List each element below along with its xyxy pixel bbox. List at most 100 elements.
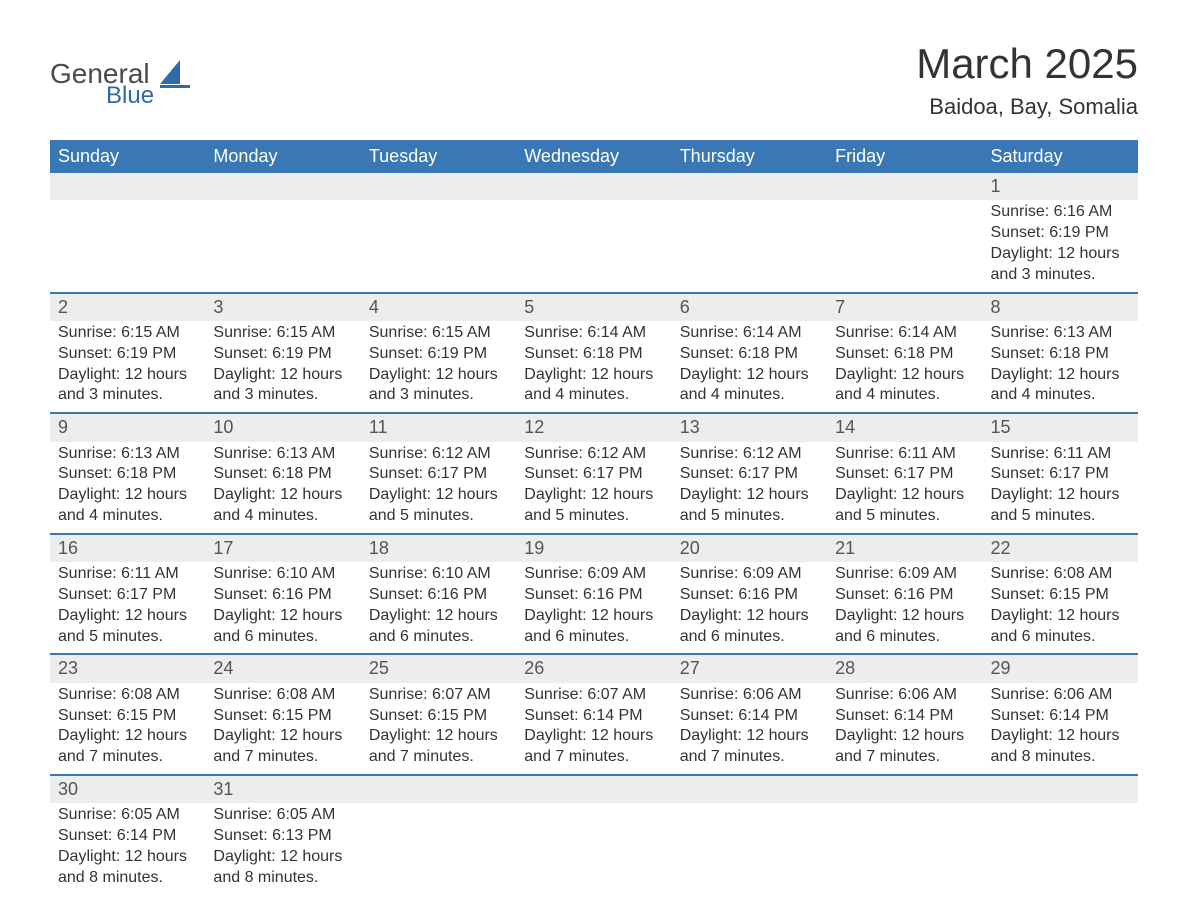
sunrise-text: Sunrise: 6:06 AM [835, 685, 974, 706]
day-number: 7 [827, 294, 982, 321]
daylight-text: Daylight: 12 hours and 6 minutes. [524, 606, 663, 648]
sunset-text: Sunset: 6:13 PM [213, 826, 352, 847]
week-daynum-row: 3031 [50, 776, 1138, 803]
sunrise-text: Sunrise: 6:05 AM [58, 805, 197, 826]
logo: General Blue [50, 60, 194, 108]
day-info [827, 803, 982, 894]
daylight-text: Daylight: 12 hours and 7 minutes. [213, 726, 352, 768]
day-info: Sunrise: 6:12 AMSunset: 6:17 PMDaylight:… [361, 442, 516, 533]
day-info: Sunrise: 6:14 AMSunset: 6:18 PMDaylight:… [516, 321, 671, 412]
day-info: Sunrise: 6:11 AMSunset: 6:17 PMDaylight:… [827, 442, 982, 533]
sunset-text: Sunset: 6:19 PM [369, 344, 508, 365]
day-info: Sunrise: 6:08 AMSunset: 6:15 PMDaylight:… [50, 683, 205, 774]
day-info: Sunrise: 6:08 AMSunset: 6:15 PMDaylight:… [983, 562, 1138, 653]
sunrise-text: Sunrise: 6:15 AM [369, 323, 508, 344]
sunset-text: Sunset: 6:18 PM [991, 344, 1130, 365]
day-info: Sunrise: 6:15 AMSunset: 6:19 PMDaylight:… [205, 321, 360, 412]
daylight-text: Daylight: 12 hours and 7 minutes. [369, 726, 508, 768]
day-info [361, 803, 516, 894]
sunrise-text: Sunrise: 6:12 AM [369, 444, 508, 465]
sunrise-text: Sunrise: 6:11 AM [835, 444, 974, 465]
day-number: 19 [516, 535, 671, 562]
day-number: 25 [361, 655, 516, 682]
day-number: 20 [672, 535, 827, 562]
sunset-text: Sunset: 6:17 PM [680, 464, 819, 485]
day-number: 18 [361, 535, 516, 562]
sunset-text: Sunset: 6:16 PM [524, 585, 663, 606]
day-info: Sunrise: 6:06 AMSunset: 6:14 PMDaylight:… [827, 683, 982, 774]
daylight-text: Daylight: 12 hours and 7 minutes. [680, 726, 819, 768]
day-number: 12 [516, 414, 671, 441]
daylight-text: Daylight: 12 hours and 4 minutes. [991, 365, 1130, 407]
day-info [516, 200, 671, 291]
sunrise-text: Sunrise: 6:08 AM [991, 564, 1130, 585]
day-info [672, 803, 827, 894]
day-number: 8 [983, 294, 1138, 321]
daylight-text: Daylight: 12 hours and 3 minutes. [991, 244, 1130, 286]
week-daynum-row: 16171819202122 [50, 535, 1138, 562]
daylight-text: Daylight: 12 hours and 8 minutes. [58, 847, 197, 889]
day-number: 9 [50, 414, 205, 441]
sunset-text: Sunset: 6:17 PM [835, 464, 974, 485]
sunset-text: Sunset: 6:14 PM [524, 706, 663, 727]
daylight-text: Daylight: 12 hours and 7 minutes. [835, 726, 974, 768]
page-title: March 2025 [916, 40, 1138, 88]
calendar-header-day: Wednesday [516, 140, 671, 173]
day-number: 27 [672, 655, 827, 682]
day-info [983, 803, 1138, 894]
day-info: Sunrise: 6:12 AMSunset: 6:17 PMDaylight:… [516, 442, 671, 533]
sunrise-text: Sunrise: 6:13 AM [991, 323, 1130, 344]
sunrise-text: Sunrise: 6:13 AM [213, 444, 352, 465]
day-info: Sunrise: 6:13 AMSunset: 6:18 PMDaylight:… [205, 442, 360, 533]
sunrise-text: Sunrise: 6:14 AM [680, 323, 819, 344]
day-number: 26 [516, 655, 671, 682]
day-number: 30 [50, 776, 205, 803]
daylight-text: Daylight: 12 hours and 4 minutes. [680, 365, 819, 407]
calendar-body: 1Sunrise: 6:16 AMSunset: 6:19 PMDaylight… [50, 173, 1138, 894]
daylight-text: Daylight: 12 hours and 3 minutes. [58, 365, 197, 407]
title-block: March 2025 Baidoa, Bay, Somalia [916, 40, 1138, 120]
daylight-text: Daylight: 12 hours and 5 minutes. [835, 485, 974, 527]
day-info [827, 200, 982, 291]
day-info: Sunrise: 6:11 AMSunset: 6:17 PMDaylight:… [50, 562, 205, 653]
sunset-text: Sunset: 6:14 PM [58, 826, 197, 847]
logo-text: General Blue [50, 60, 154, 108]
day-info: Sunrise: 6:13 AMSunset: 6:18 PMDaylight:… [50, 442, 205, 533]
sunrise-text: Sunrise: 6:14 AM [524, 323, 663, 344]
sunset-text: Sunset: 6:16 PM [835, 585, 974, 606]
sunrise-text: Sunrise: 6:15 AM [213, 323, 352, 344]
day-number: 6 [672, 294, 827, 321]
sunrise-text: Sunrise: 6:07 AM [369, 685, 508, 706]
week-info-row: Sunrise: 6:16 AMSunset: 6:19 PMDaylight:… [50, 200, 1138, 291]
day-number [205, 173, 360, 200]
day-info: Sunrise: 6:11 AMSunset: 6:17 PMDaylight:… [983, 442, 1138, 533]
day-number: 23 [50, 655, 205, 682]
daylight-text: Daylight: 12 hours and 5 minutes. [58, 606, 197, 648]
day-info: Sunrise: 6:13 AMSunset: 6:18 PMDaylight:… [983, 321, 1138, 412]
sunrise-text: Sunrise: 6:06 AM [680, 685, 819, 706]
daylight-text: Daylight: 12 hours and 4 minutes. [835, 365, 974, 407]
sunset-text: Sunset: 6:15 PM [369, 706, 508, 727]
day-info: Sunrise: 6:16 AMSunset: 6:19 PMDaylight:… [983, 200, 1138, 291]
sunrise-text: Sunrise: 6:16 AM [991, 202, 1130, 223]
sunrise-text: Sunrise: 6:10 AM [369, 564, 508, 585]
sunrise-text: Sunrise: 6:13 AM [58, 444, 197, 465]
day-info: Sunrise: 6:07 AMSunset: 6:15 PMDaylight:… [361, 683, 516, 774]
day-info: Sunrise: 6:15 AMSunset: 6:19 PMDaylight:… [50, 321, 205, 412]
week-info-row: Sunrise: 6:08 AMSunset: 6:15 PMDaylight:… [50, 683, 1138, 774]
day-info: Sunrise: 6:14 AMSunset: 6:18 PMDaylight:… [827, 321, 982, 412]
day-number: 3 [205, 294, 360, 321]
daylight-text: Daylight: 12 hours and 4 minutes. [213, 485, 352, 527]
calendar: SundayMondayTuesdayWednesdayThursdayFrid… [50, 140, 1138, 894]
sunrise-text: Sunrise: 6:11 AM [58, 564, 197, 585]
calendar-week: 1Sunrise: 6:16 AMSunset: 6:19 PMDaylight… [50, 173, 1138, 292]
day-number: 21 [827, 535, 982, 562]
calendar-header-day: Tuesday [361, 140, 516, 173]
sunset-text: Sunset: 6:16 PM [680, 585, 819, 606]
day-number [50, 173, 205, 200]
daylight-text: Daylight: 12 hours and 5 minutes. [991, 485, 1130, 527]
daylight-text: Daylight: 12 hours and 7 minutes. [524, 726, 663, 768]
calendar-header-day: Monday [205, 140, 360, 173]
sunset-text: Sunset: 6:17 PM [58, 585, 197, 606]
sunrise-text: Sunrise: 6:07 AM [524, 685, 663, 706]
